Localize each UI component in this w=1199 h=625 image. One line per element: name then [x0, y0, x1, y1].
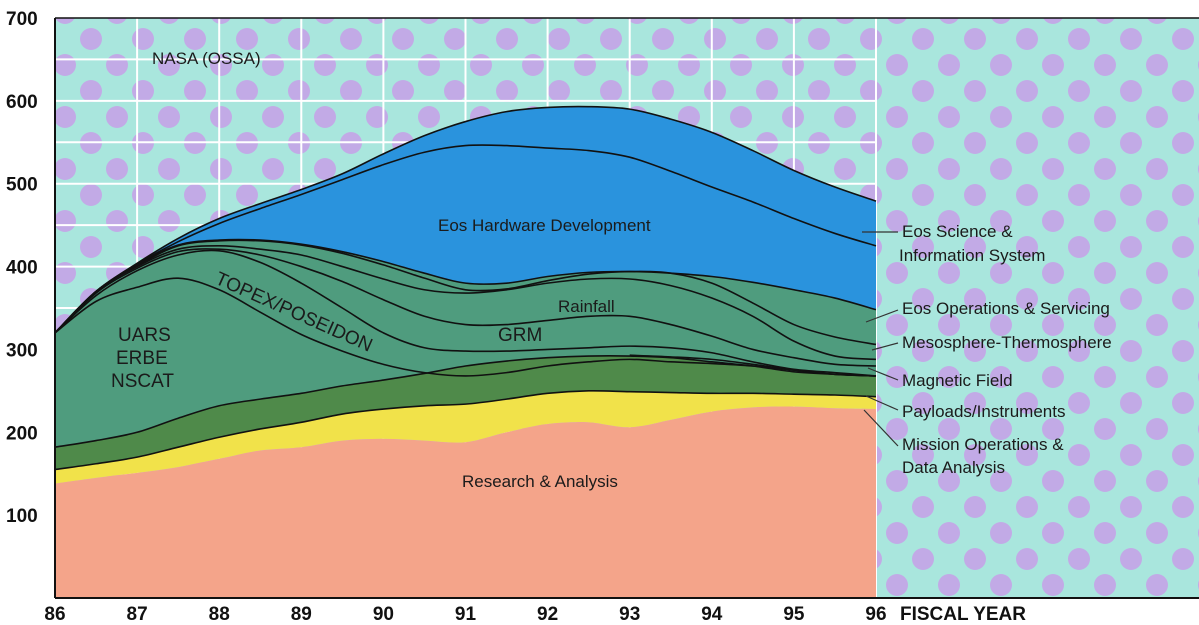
- area-mission-operations: [55, 390, 876, 484]
- label-rainfall: Rainfall: [558, 297, 615, 316]
- y-tick-400: 400: [6, 258, 38, 279]
- legend-mission-ops-2: Data Analysis: [902, 458, 1005, 477]
- y-tick-500: 500: [6, 175, 38, 196]
- area-science-missions: [55, 278, 876, 448]
- x-tick-86: 86: [44, 604, 65, 625]
- label-grm: GRM: [498, 325, 542, 346]
- plot-background-right: [876, 18, 1199, 598]
- series-lines: [54, 105, 877, 471]
- leader-mesosphere: [871, 342, 899, 351]
- line-eos-hardware-development: [54, 144, 877, 334]
- legend-mesosphere: Mesosphere-Thermosphere: [902, 333, 1112, 352]
- leader-payloads: [865, 395, 899, 411]
- x-tick-89: 89: [291, 604, 312, 625]
- x-tick-91: 91: [455, 604, 477, 625]
- y-tick-700: 700: [6, 9, 38, 30]
- y-tick-600: 600: [6, 92, 38, 113]
- x-tick-90: 90: [373, 604, 394, 625]
- x-tick-labels: 86 87 88 89 90 91 92 93 94 95 96: [44, 604, 886, 625]
- legend-payloads: Payloads/Instruments: [902, 402, 1065, 421]
- label-uars: UARS: [118, 325, 171, 346]
- line-mission-operations-data-analysis: [54, 390, 877, 471]
- x-tick-87: 87: [127, 604, 148, 625]
- line-rainfall: [54, 245, 877, 361]
- area-research-analysis: [55, 406, 876, 598]
- legend-eos-science-1: Eos Science &: [902, 222, 1013, 241]
- legend-mission-ops-1: Mission Operations &: [902, 435, 1064, 454]
- x-tick-92: 92: [537, 604, 558, 625]
- label-research-analysis: Research & Analysis: [462, 472, 618, 491]
- area-payloads-instruments: [55, 355, 876, 470]
- line-topex-poseidon: [54, 249, 877, 377]
- legend-eos-operations: Eos Operations & Servicing: [902, 299, 1110, 318]
- x-tick-93: 93: [619, 604, 640, 625]
- label-nscat: NSCAT: [111, 371, 174, 392]
- line-eos-science-information-system: [54, 105, 877, 334]
- leader-mission-ops: [863, 409, 899, 447]
- leader-lines: [862, 231, 899, 447]
- line-uars-erbe-nscat: [54, 277, 877, 377]
- line-eos-operations-servicing: [54, 238, 877, 334]
- y-tick-100: 100: [6, 506, 38, 527]
- leader-magnetic-field: [867, 367, 899, 381]
- x-tick-96: 96: [865, 604, 886, 625]
- x-tick-95: 95: [783, 604, 805, 625]
- x-tick-94: 94: [701, 604, 723, 625]
- leader-eos-operations: [865, 309, 899, 323]
- y-tick-300: 300: [6, 340, 38, 361]
- label-eos-hardware: Eos Hardware Development: [438, 216, 651, 235]
- y-tick-200: 200: [6, 423, 38, 444]
- label-erbe: ERBE: [116, 348, 168, 369]
- legend-magnetic-field: Magnetic Field: [902, 371, 1013, 390]
- line-grm: [54, 248, 877, 367]
- x-axis-title: FISCAL YEAR: [900, 604, 1026, 625]
- chart-title: NASA (OSSA): [152, 49, 261, 68]
- y-tick-labels: 100 200 300 400 500 600 700: [6, 9, 38, 527]
- x-tick-88: 88: [209, 604, 230, 625]
- legend-eos-science-2: Information System: [899, 246, 1045, 265]
